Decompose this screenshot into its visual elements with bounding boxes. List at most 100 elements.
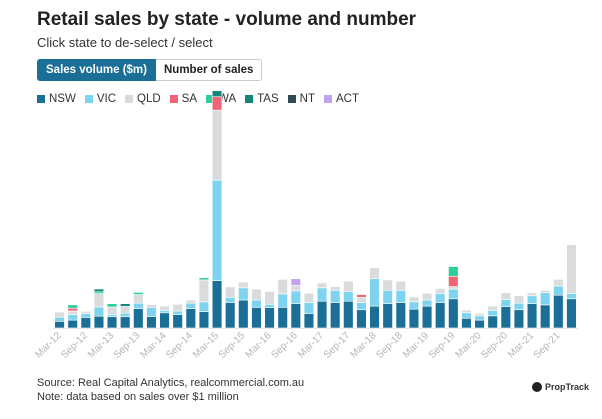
bar-nsw-mar-13[interactable] (106, 316, 118, 329)
bar-qld-dec-12[interactable] (93, 293, 105, 308)
bar-nsw-dec-18[interactable] (408, 308, 420, 329)
bar-vic-dec-16[interactable] (303, 302, 315, 314)
bar-qld-dec-14[interactable] (198, 279, 210, 303)
bar-nsw-jun-17[interactable] (330, 302, 341, 329)
bar-nsw-dec-20[interactable] (513, 309, 525, 329)
bar-vic-jun-14[interactable] (172, 310, 183, 315)
bar-nsw-mar-20[interactable] (474, 319, 485, 329)
legend-item-nt[interactable]: NT (287, 93, 315, 105)
bar-qld-dec-17[interactable] (356, 296, 367, 303)
bar-nsw-dec-13[interactable] (146, 316, 157, 329)
bar-nsw-sep-15[interactable] (238, 299, 249, 329)
bar-qld-mar-21[interactable] (526, 292, 538, 297)
bar-vic-sep-20[interactable] (500, 299, 511, 307)
bar-qld-dec-15[interactable] (251, 288, 262, 301)
bar-qld-dec-13[interactable] (146, 304, 157, 308)
bar-vic-sep-15[interactable] (238, 287, 249, 301)
bar-qld-dec-18[interactable] (408, 296, 420, 303)
bar-nsw-jun-18[interactable] (382, 303, 393, 329)
bar-vic-jun-21[interactable] (540, 292, 551, 306)
bar-vic-dec-17[interactable] (356, 302, 367, 311)
bar-nsw-jun-19[interactable] (435, 302, 446, 329)
bar-qld-jun-21[interactable] (540, 289, 551, 293)
bar-qld-jun-16[interactable] (277, 279, 288, 295)
bar-nsw-jun-16[interactable] (277, 307, 288, 329)
bar-wa-sep-19[interactable] (448, 266, 459, 277)
bar-qld-jun-20[interactable] (487, 305, 498, 311)
bar-nsw-jun-12[interactable] (67, 319, 78, 329)
bar-nsw-mar-12[interactable] (54, 321, 65, 329)
bar-nsw-mar-15[interactable] (211, 280, 223, 329)
bar-wa-sep-13[interactable] (133, 292, 144, 295)
bar-vic-mar-20[interactable] (474, 315, 485, 321)
bar-qld-mar-15[interactable] (211, 109, 223, 181)
bar-qld-mar-13[interactable] (106, 306, 118, 315)
bar-nsw-jun-20[interactable] (487, 315, 498, 329)
bar-qld-sep-15[interactable] (238, 281, 249, 289)
bar-qld-dec-20[interactable] (513, 295, 525, 304)
bar-qld-sep-18[interactable] (395, 280, 406, 291)
bar-tas-dec-12[interactable] (93, 288, 105, 293)
bar-sa-dec-17[interactable] (356, 294, 367, 298)
bar-vic-jun-19[interactable] (435, 293, 446, 303)
bar-sa-mar-15[interactable] (211, 96, 223, 111)
bar-qld-sep-21[interactable] (553, 279, 564, 287)
bar-nsw-mar-17[interactable] (316, 300, 328, 329)
bar-nsw-dec-14[interactable] (198, 311, 210, 329)
bar-vic-sep-19[interactable] (448, 288, 459, 300)
legend-item-sa[interactable]: SA (169, 93, 197, 105)
bar-vic-jun-16[interactable] (277, 293, 288, 308)
legend-item-tas[interactable]: TAS (245, 93, 279, 105)
bar-wa-mar-13[interactable] (106, 303, 118, 308)
bar-vic-mar-12[interactable] (54, 316, 65, 322)
bar-nsw-mar-16[interactable] (264, 307, 275, 329)
bar-nsw-mar-21[interactable] (526, 303, 538, 329)
bar-vic-dec-12[interactable] (93, 306, 105, 317)
bar-vic-jun-15[interactable] (225, 296, 236, 303)
legend-item-act[interactable]: ACT (323, 93, 359, 105)
bar-vic-dec-18[interactable] (408, 301, 420, 310)
bar-vic-sep-13[interactable] (133, 302, 144, 309)
bar-vic-mar-18[interactable] (369, 278, 380, 307)
legend-item-qld[interactable]: QLD (125, 93, 161, 105)
bar-vic-dec-15[interactable] (251, 299, 262, 308)
bar-nsw-jun-13[interactable] (120, 316, 131, 329)
bar-qld-mar-20[interactable] (474, 313, 485, 317)
bar-vic-mar-15[interactable] (211, 179, 223, 281)
bar-qld-sep-13[interactable] (133, 294, 144, 304)
bar-vic-mar-16[interactable] (264, 303, 275, 308)
bar-qld-mar-18[interactable] (369, 267, 380, 279)
bar-vic-mar-19[interactable] (421, 299, 433, 307)
bar-vic-sep-16[interactable] (290, 290, 301, 304)
bar-act-sep-16[interactable] (290, 278, 301, 286)
bar-vic-dec-14[interactable] (198, 301, 210, 312)
bar-vic-sep-21[interactable] (553, 285, 564, 296)
bar-vic-sep-14[interactable] (185, 302, 196, 309)
bar-nsw-sep-19[interactable] (448, 298, 459, 329)
bar-qld-sep-20[interactable] (500, 292, 511, 300)
bar-qld-mar-17[interactable] (316, 282, 328, 289)
bar-vic-mar-14[interactable] (159, 310, 170, 314)
bar-vic-jun-17[interactable] (330, 289, 341, 303)
bar-wa-dec-14[interactable] (198, 277, 210, 281)
bar-nsw-sep-16[interactable] (290, 303, 301, 329)
bar-qld-jun-18[interactable] (382, 279, 393, 291)
bar-vic-mar-17[interactable] (316, 287, 328, 302)
bar-vic-dec-13[interactable] (146, 307, 157, 317)
bar-sa-sep-19[interactable] (448, 275, 459, 287)
bar-qld-jun-19[interactable] (435, 288, 446, 294)
bar-wa-jun-12[interactable] (67, 304, 78, 309)
bar-vic-dec-21[interactable] (566, 293, 577, 300)
bar-sa-jun-12[interactable] (67, 307, 78, 312)
bar-vic-jun-13[interactable] (120, 312, 131, 318)
bar-vic-jun-12[interactable] (67, 314, 78, 321)
bar-nsw-sep-12[interactable] (80, 317, 91, 329)
bar-nsw-jun-21[interactable] (540, 304, 551, 329)
bar-nsw-jun-14[interactable] (172, 314, 183, 329)
bar-qld-sep-19[interactable] (448, 286, 459, 290)
bar-qld-sep-14[interactable] (185, 299, 196, 304)
bar-qld-jun-15[interactable] (225, 286, 236, 298)
legend-item-vic[interactable]: VIC (84, 93, 116, 105)
bar-qld-mar-16[interactable] (264, 291, 275, 305)
bar-nsw-dec-17[interactable] (356, 309, 367, 329)
